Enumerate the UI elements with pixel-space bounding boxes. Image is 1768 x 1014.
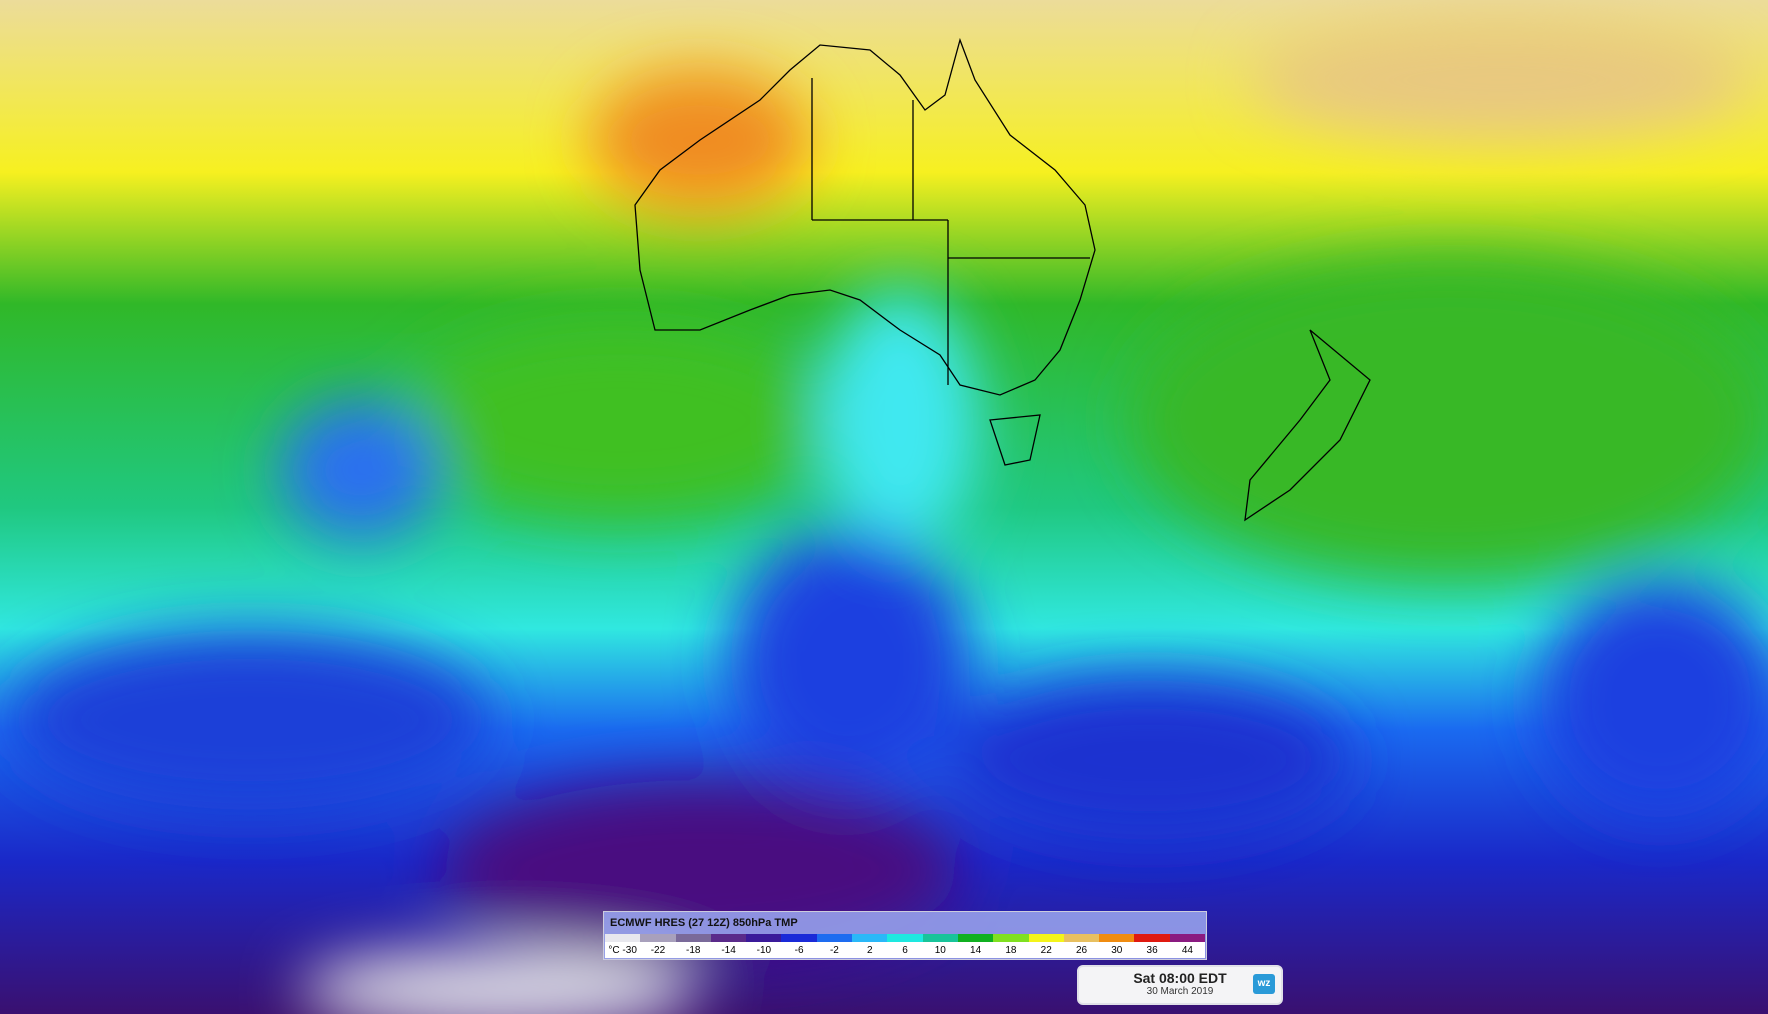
scale-label: 36 [1146,944,1158,956]
swatch [957,934,994,942]
swatch [887,934,923,942]
swatch [1063,934,1100,942]
scale-label: 2 [866,944,873,956]
scale-labels: °C -30 -22 -18 -14 -10 -6 -2 2 6 10 14 18 22 26 30 36 44 [605,942,1205,958]
scale-label: 10 [934,944,946,956]
time: Sat 08:00 EDT [1133,970,1227,986]
swatch [1099,934,1135,942]
scale-label: 14 [970,944,982,956]
legend: ECMWF HRES (27 12Z) 850hPa TMP °C -30 -22… [603,911,1207,960]
swatch [1169,934,1206,942]
legend-title: ECMWF HRES (27 12Z) 850hPa TMP [610,917,798,929]
coastlines [634,37,1371,522]
scale-label: 6 [902,944,908,956]
swatch [640,934,676,942]
swatch [781,934,817,942]
scale-label: 30 [1111,944,1123,956]
swatch [993,934,1029,942]
swatch [1028,934,1064,942]
swatch [675,934,711,942]
scale-label: 44 [1181,944,1193,956]
swatch [816,934,853,942]
scale-label: -14 [721,944,736,956]
swatch [1134,934,1170,942]
swatch [922,934,958,942]
swatch [605,934,641,942]
scale-label: -6 [794,944,804,956]
scale-label: °C -30 [608,944,637,956]
color-scale [605,934,1206,942]
logo[interactable]: wz [1253,974,1275,994]
swatch [746,934,782,942]
time-box: Sat 08:00 EDT 30 March 2019 wz [1077,965,1283,1005]
scale-label: -22 [650,944,666,956]
scale-label: 26 [1075,944,1088,956]
date: 30 March 2019 [1146,986,1214,997]
scale-label: -2 [829,944,839,956]
swatch [852,934,888,942]
swatch [710,934,747,942]
scale-label: 22 [1040,944,1052,956]
temperature-field [10,20,1768,1014]
scale-label: -10 [756,944,772,956]
scale-label: 18 [1005,944,1017,956]
scale-label: -18 [686,944,701,956]
